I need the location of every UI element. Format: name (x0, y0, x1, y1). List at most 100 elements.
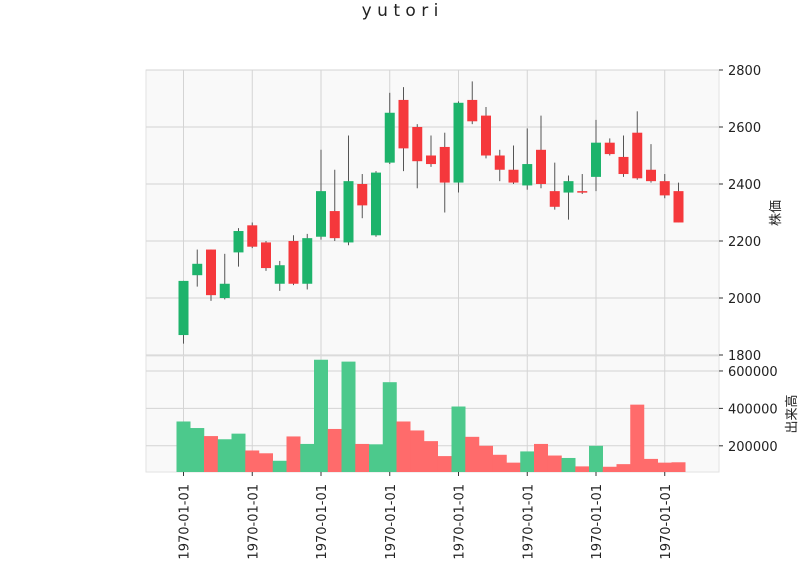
candle-body (604, 142, 615, 155)
axes: 1800 2000 2200 2400 2600 2800 200000 400000 6000… (178, 64, 778, 560)
volume-bar (575, 466, 590, 472)
x-tick-label: 1970-01-01 (178, 484, 193, 560)
candle-body (247, 225, 258, 247)
volume-bar (272, 460, 287, 472)
candle-body (508, 169, 519, 183)
volume-bar (369, 444, 383, 472)
volume-tick-label: 400000 (728, 402, 778, 417)
candle-body (632, 132, 643, 179)
x-tick-label: 1970-01-01 (590, 484, 605, 560)
x-tick-label: 1970-01-01 (453, 484, 468, 560)
candle-body (536, 149, 546, 184)
volume-bar (492, 454, 507, 472)
volume-bar (644, 458, 658, 472)
candle-body (494, 155, 505, 170)
candle-body (439, 146, 450, 183)
volume-bar (630, 404, 645, 472)
volume-axis-label: 出来高 (784, 394, 800, 433)
candle-body (233, 231, 244, 253)
volume-tick-label: 200000 (728, 440, 778, 455)
candle-body (549, 191, 560, 207)
candle-body (219, 283, 230, 298)
volume-tick-label: 600000 (728, 365, 778, 380)
candle-body (563, 181, 574, 193)
volume-bar (382, 382, 397, 472)
candle-body (618, 156, 629, 175)
candle-body (178, 280, 189, 336)
x-tick-label: 1970-01-01 (315, 484, 330, 560)
candle-body (316, 191, 326, 237)
candle-body (577, 191, 588, 193)
candles (178, 81, 684, 344)
price-tick-label: 2800 (728, 64, 761, 79)
volume-bar (190, 428, 205, 472)
candle-body (412, 127, 423, 162)
price-tick-label: 1800 (728, 349, 761, 364)
volume-bar (286, 436, 301, 472)
candle-body (426, 155, 436, 165)
volume-bar (671, 462, 686, 472)
price-tick-label: 2400 (728, 178, 761, 193)
volume-bar (245, 450, 260, 472)
volume-bar (355, 443, 370, 472)
x-tick-label: 1970-01-01 (246, 484, 261, 560)
chart-title: y u t o r i (362, 1, 439, 21)
candle-body (646, 169, 656, 182)
candle-body (673, 191, 684, 223)
volume-bar (231, 433, 246, 472)
volume-bar (176, 421, 191, 472)
volume-bar (561, 457, 576, 472)
candle-body (329, 211, 340, 239)
candle-body (453, 102, 464, 183)
volume-bar (300, 443, 315, 472)
candle-body (192, 263, 203, 276)
x-tick-label: 1970-01-01 (384, 484, 399, 560)
volume-bar (314, 359, 328, 472)
candle-body (206, 249, 216, 296)
price-tick-label: 2000 (728, 292, 761, 307)
candle-body (522, 164, 533, 186)
candle-body (467, 99, 478, 122)
candle-body (288, 241, 299, 284)
price-panel (145, 69, 720, 356)
volume-bar (534, 443, 548, 472)
candle-body (261, 242, 271, 269)
candle-body (591, 142, 601, 177)
price-tick-label: 2600 (728, 121, 761, 136)
volume-bar (410, 430, 425, 472)
volume-bar (204, 436, 218, 472)
volume-bar (657, 462, 672, 472)
volume-bar (602, 466, 617, 472)
volume-bar (451, 406, 466, 472)
volume-bar (589, 445, 603, 472)
candle-body (371, 172, 381, 236)
price-tick-label: 2200 (728, 235, 761, 250)
candle-body (343, 181, 354, 243)
volume-bar (465, 436, 480, 472)
candle-body (384, 112, 395, 163)
volume-bar (616, 464, 631, 472)
volume-bar (437, 456, 452, 472)
candle-body (481, 115, 491, 156)
volume-bar (217, 439, 232, 472)
volume-bar (259, 453, 273, 472)
volume-bar (506, 462, 521, 472)
candle-body (357, 184, 368, 206)
volume-bar (327, 428, 342, 472)
candle-body (659, 181, 670, 196)
volume-bar (547, 455, 562, 472)
volume-bar (424, 441, 438, 472)
volume-bar (479, 445, 493, 472)
x-tick-label: 1970-01-01 (521, 484, 536, 560)
volume-bar (520, 451, 535, 472)
volume-bar (396, 421, 411, 472)
price-axis-label: 株価 (769, 200, 784, 226)
volume-bars (176, 359, 686, 472)
candle-body (274, 265, 285, 284)
x-tick-label: 1970-01-01 (659, 484, 674, 560)
candle-body (398, 99, 409, 149)
candle-body (302, 238, 313, 284)
volume-bar (341, 361, 356, 472)
